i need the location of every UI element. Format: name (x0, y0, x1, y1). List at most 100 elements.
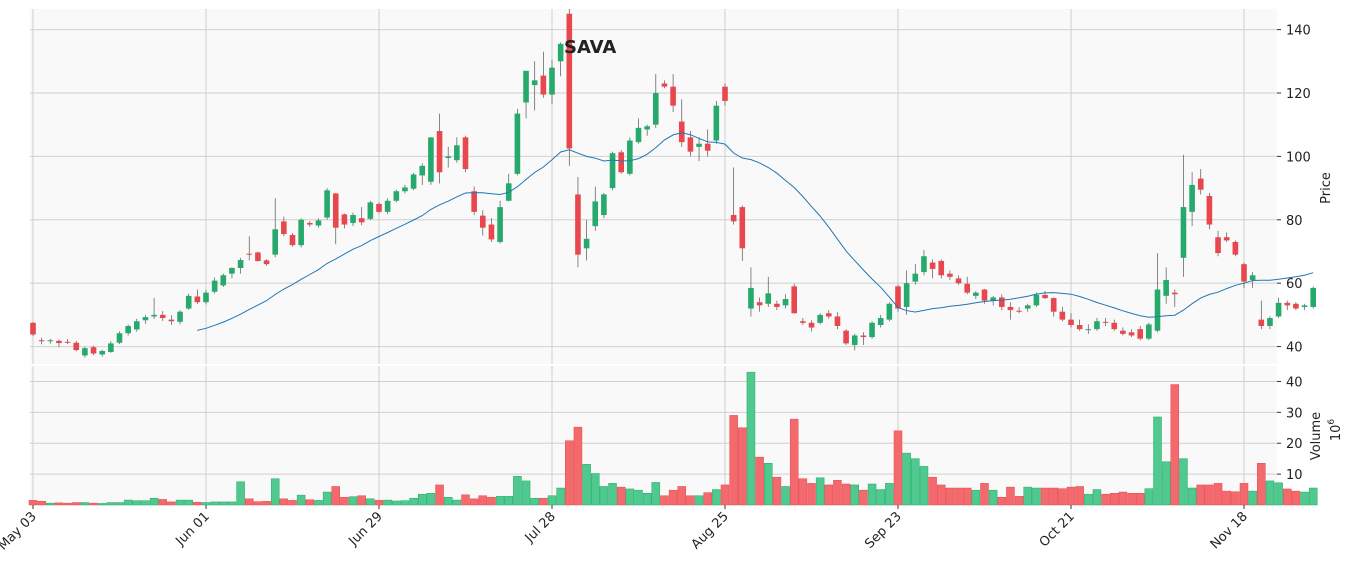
volume-scale-label: 106 (1327, 419, 1344, 442)
volume-bars (28, 371, 1318, 506)
volume-bar-down (63, 502, 72, 506)
candle-down (1223, 237, 1230, 241)
volume-bar-up (504, 496, 513, 506)
volume-bar-down (660, 495, 669, 506)
volume-bar-down (487, 497, 496, 506)
candle-down (1016, 310, 1022, 312)
volume-bar-down (980, 483, 989, 506)
candle-down (687, 137, 694, 152)
candle-up (1094, 321, 1100, 330)
volume-bar-up (409, 497, 418, 506)
candle-up (531, 80, 538, 86)
volume-bar-down (824, 484, 834, 506)
volume-bar-up (513, 476, 522, 506)
volume-bar-up (591, 473, 600, 506)
candle-up (298, 219, 304, 246)
candle-down (332, 193, 339, 228)
volume-bar-up (521, 480, 531, 506)
candle-up (514, 113, 521, 174)
volume-bar-up (400, 500, 410, 506)
volume-bar-up (1187, 487, 1197, 506)
volume-scale-base: 10 (1329, 425, 1344, 442)
volume-bar-down (1049, 487, 1058, 506)
price-y-axis-ticks: 40 60 80 100 120 140 (1277, 24, 1311, 356)
volume-bar-down (833, 480, 842, 506)
candle-down (860, 335, 867, 338)
candle-up (557, 43, 564, 62)
volume-bar-down (668, 489, 678, 506)
candle-up (47, 340, 54, 342)
candle-down (1284, 302, 1291, 306)
candle-down (1076, 325, 1083, 330)
candle-up (1249, 275, 1256, 281)
candle-down (661, 83, 668, 87)
volume-bar-down (703, 492, 712, 506)
volume-bar-up (141, 500, 150, 506)
candle-down (255, 252, 261, 261)
price-candles (30, 9, 1316, 358)
candle-down (30, 322, 36, 335)
candle-down (307, 222, 313, 225)
candle-down (678, 121, 685, 143)
volume-y-axis-ticks: 10 20 30 40 (1277, 375, 1303, 483)
volume-bar-up (452, 499, 462, 506)
volume-bar-down (1257, 463, 1266, 506)
volume-bar-up (132, 500, 142, 506)
candle-down (800, 321, 806, 323)
candle-up (211, 280, 218, 292)
candle-up (142, 317, 149, 321)
candle-up (549, 67, 555, 95)
volume-bar-down (1040, 487, 1050, 506)
volume-bar-down (89, 502, 98, 506)
volume-tick-label: 40 (1286, 375, 1303, 390)
volume-bar-up (426, 493, 436, 506)
candle-up (1163, 280, 1169, 296)
volume-bar-down (1075, 486, 1084, 506)
candle-down (90, 347, 97, 354)
candle-up (782, 299, 789, 306)
price-tick-label: 140 (1286, 24, 1311, 39)
candle-down (436, 131, 443, 173)
volume-bar-up (184, 499, 193, 506)
candle-up (367, 202, 374, 219)
candle-up (1146, 324, 1152, 339)
volume-bar-down (1066, 486, 1076, 506)
price-grid (30, 9, 1277, 364)
candle-up (393, 191, 400, 201)
volume-bar-up (149, 497, 159, 506)
candle-down (168, 319, 175, 322)
candle-down (540, 75, 547, 95)
candle-up (886, 303, 893, 320)
volume-bar-down (686, 495, 695, 506)
volume-bar-down (720, 484, 730, 506)
candle-down (566, 13, 573, 149)
candle-down (1232, 241, 1239, 255)
volume-bar-up (764, 463, 773, 506)
candle-up (125, 325, 131, 334)
volume-bar-down (158, 499, 167, 506)
candle-down (791, 286, 797, 314)
volume-bar-up (392, 500, 401, 506)
volume-bar-up (582, 463, 591, 506)
volume-bar-up (219, 501, 228, 506)
candle-down (1215, 237, 1221, 254)
candle-up (1033, 294, 1040, 306)
volume-bar-up (1032, 487, 1041, 506)
volume-bar-down (1135, 493, 1145, 506)
volume-bar-up (314, 500, 323, 506)
candle-up (151, 314, 157, 317)
candle-up (324, 190, 330, 218)
candle-up (1310, 287, 1316, 307)
volume-bar-down (945, 487, 955, 506)
volume-bar-down (1205, 484, 1214, 506)
candle-down (981, 289, 988, 301)
volume-bar-up (642, 493, 652, 506)
candle-up (82, 348, 88, 356)
volume-bar-up (608, 483, 617, 506)
candle-up (1267, 318, 1273, 326)
price-panel: 40 60 80 100 120 140 SAVA Price (30, 9, 1334, 364)
candle-down (488, 224, 495, 240)
candle-down (1197, 178, 1204, 190)
candle-up (1024, 305, 1031, 309)
